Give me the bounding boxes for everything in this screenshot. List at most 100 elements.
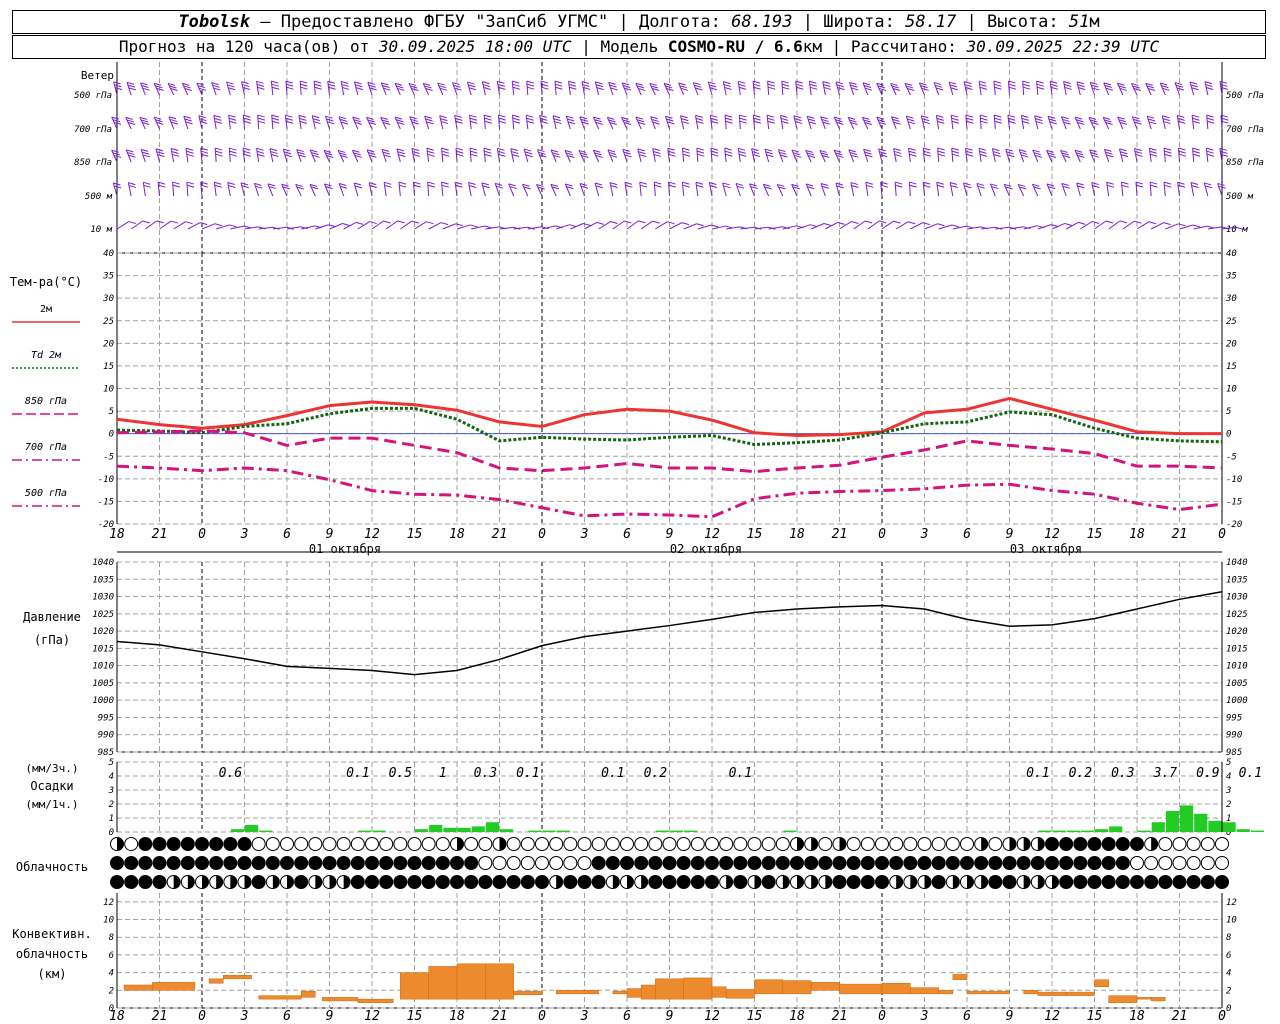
precip-bar bbox=[485, 822, 499, 832]
wind-barb-flag bbox=[215, 150, 223, 154]
precip-3h-label: 1 bbox=[439, 766, 447, 781]
wind-barb-flag bbox=[438, 85, 446, 89]
convective-tick-right: 2 bbox=[1226, 986, 1231, 996]
wind-barb-flag bbox=[511, 151, 519, 155]
wind-barb bbox=[895, 221, 909, 230]
wind-barb-flag bbox=[678, 82, 686, 86]
precip-tick-right: 2 bbox=[1226, 800, 1231, 810]
wind-barb-flag bbox=[697, 153, 705, 157]
wind-barb bbox=[978, 81, 982, 96]
wind-barb-flag bbox=[285, 114, 293, 118]
wind-barb bbox=[805, 150, 812, 163]
wind-barb bbox=[298, 115, 302, 130]
cloud-half bbox=[754, 875, 761, 889]
wind-barb bbox=[394, 83, 401, 96]
wind-barb bbox=[511, 81, 515, 96]
wind-barb-flag bbox=[767, 86, 776, 90]
wind-barb-flag bbox=[257, 120, 266, 124]
wind-barb-flag bbox=[1136, 184, 1144, 188]
wind-barb-flag bbox=[850, 182, 859, 186]
wind-barb-flag bbox=[1050, 86, 1059, 90]
wind-barb bbox=[323, 150, 330, 163]
wind-barb bbox=[966, 226, 981, 230]
wind-barb-flag bbox=[1088, 116, 1097, 120]
precip-bar bbox=[1236, 829, 1250, 832]
wind-barb bbox=[579, 183, 585, 197]
wind-barb-flag bbox=[1076, 152, 1084, 156]
wind-barb bbox=[950, 115, 954, 130]
wind-barb-flag bbox=[752, 154, 761, 157]
wind-barb-flag bbox=[425, 118, 433, 122]
wind-barb-flag bbox=[765, 151, 773, 155]
wind-barb-flag bbox=[512, 114, 520, 118]
wind-barb-flag bbox=[907, 221, 916, 225]
precip-tick-left: 4 bbox=[109, 772, 114, 782]
pressure-tick-left: 1000 bbox=[92, 696, 114, 706]
wind-barb-flag bbox=[637, 148, 645, 152]
wind-barb-flag bbox=[170, 220, 179, 224]
wind-barb-flag bbox=[1105, 151, 1113, 155]
wind-barb-flag bbox=[624, 87, 632, 91]
wind-barb-flag bbox=[623, 85, 631, 89]
cloud-half bbox=[173, 875, 181, 889]
wind-barb bbox=[1108, 220, 1121, 230]
cloud-symbol bbox=[974, 856, 989, 870]
wind-barb-flag bbox=[1176, 87, 1185, 91]
wind-barb bbox=[981, 226, 996, 230]
wind-barb bbox=[805, 183, 812, 197]
cloud-symbol bbox=[591, 856, 606, 870]
wind-barb-flag bbox=[284, 154, 293, 158]
cloud-symbol bbox=[435, 856, 450, 870]
wind-barb-flag bbox=[1190, 84, 1198, 88]
wind-barb bbox=[1192, 148, 1195, 163]
wind-barb-flag bbox=[807, 186, 815, 190]
wind-barb-flag bbox=[498, 153, 506, 157]
temp-legend-label: 700 гПа bbox=[25, 442, 67, 453]
wind-barb-flag bbox=[413, 181, 421, 185]
wind-barb-flag bbox=[554, 80, 563, 84]
wind-barb-flag bbox=[327, 83, 336, 87]
cloud-symbol bbox=[620, 837, 634, 851]
wind-barb bbox=[893, 148, 897, 163]
wind-barb-flag bbox=[780, 114, 788, 118]
wind-barb bbox=[201, 223, 216, 230]
wind-barb-flag bbox=[879, 154, 888, 158]
wind-barb bbox=[173, 221, 186, 230]
wind-barb-flag bbox=[512, 83, 520, 87]
wind-barb-flag bbox=[937, 223, 945, 227]
wind-barb bbox=[396, 148, 401, 163]
wind-barb-flag bbox=[778, 149, 786, 153]
wind-barb-flag bbox=[1050, 80, 1058, 84]
wind-barb bbox=[622, 149, 628, 163]
hour-tick-label-bottom: 15 bbox=[747, 1009, 763, 1024]
cloud-symbol bbox=[407, 856, 422, 870]
cloud-symbol bbox=[1030, 856, 1045, 870]
wind-barb-flag bbox=[710, 117, 718, 121]
wind-barb-flag bbox=[725, 117, 733, 121]
pressure-unit: (гПа) bbox=[34, 633, 70, 647]
wind-barb bbox=[200, 182, 203, 197]
wind-barb bbox=[270, 81, 274, 96]
wind-barb bbox=[296, 149, 302, 163]
wind-barb-flag bbox=[296, 149, 304, 153]
wind-barb-flag bbox=[1078, 87, 1086, 91]
wind-barb-flag bbox=[651, 118, 659, 122]
wind-barb-flag bbox=[1032, 183, 1040, 187]
wind-barb bbox=[1074, 116, 1081, 130]
wind-barb bbox=[428, 222, 442, 230]
wind-barb bbox=[214, 148, 217, 163]
wind-barb-flag bbox=[1177, 184, 1186, 188]
wind-barb-flag bbox=[382, 151, 391, 155]
wind-barb-flag bbox=[169, 85, 177, 89]
cloud-symbol bbox=[945, 856, 960, 870]
precip-tick-left: 3 bbox=[108, 786, 114, 796]
wind-barb bbox=[751, 148, 755, 163]
wind-barb bbox=[740, 226, 755, 230]
wind-barb-flag bbox=[196, 82, 205, 86]
wind-barb bbox=[286, 226, 301, 230]
precip-bar bbox=[457, 827, 471, 832]
wind-barb-flag bbox=[565, 152, 574, 156]
wind-barb-flag bbox=[909, 184, 917, 188]
wind-barb-flag bbox=[1189, 81, 1198, 85]
wind-barb-flag bbox=[229, 120, 237, 124]
